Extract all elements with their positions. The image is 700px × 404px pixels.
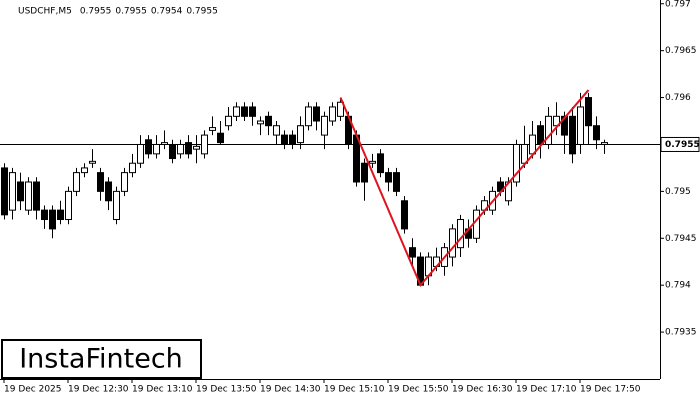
x-tick-label: 19 Dec 17:10: [516, 385, 577, 395]
header-value: 0.7955: [80, 7, 112, 17]
candle-body: [281, 134, 288, 145]
candle-body: [105, 181, 112, 202]
y-tick-label: 0.7945: [665, 234, 697, 244]
candle-body: [473, 209, 480, 239]
candle-body: [585, 97, 592, 127]
candle-body: [89, 160, 96, 164]
current-price-label: 0.7955: [665, 140, 700, 150]
candle-body: [249, 106, 256, 117]
candle-body: [57, 209, 64, 221]
candle-body: [401, 200, 408, 230]
candle-body: [41, 209, 48, 221]
y-tick-label: 0.794: [665, 281, 691, 291]
candle-body: [449, 228, 456, 258]
candle-body: [321, 115, 328, 136]
candle-body: [569, 115, 576, 155]
x-tick-label: 19 Dec 16:30: [452, 385, 513, 395]
candle-body: [601, 142, 608, 145]
current-price-box: [660, 136, 700, 152]
candle-body: [177, 143, 184, 155]
candle-body: [529, 134, 536, 155]
candle-body: [129, 162, 136, 174]
candle-body: [393, 172, 400, 192]
candle-body: [521, 143, 528, 164]
x-tick-label: 19 Dec 13:10: [132, 385, 193, 395]
logo: InstaFintech: [19, 344, 183, 375]
candle-body: [73, 172, 80, 192]
x-tick-label: 19 Dec 12:30: [68, 385, 129, 395]
symbol: USDCHF,M5: [18, 7, 72, 17]
candle-body: [193, 145, 200, 150]
candle-body: [273, 125, 280, 136]
candle-body: [121, 172, 128, 192]
candle-body: [241, 106, 248, 117]
x-tick-label: 19 Dec 13:50: [196, 385, 257, 395]
candle-body: [545, 115, 552, 145]
candle-body: [305, 106, 312, 127]
candle-body: [113, 190, 120, 221]
candle-body: [537, 125, 544, 145]
candle-body: [457, 219, 464, 249]
candle-body: [577, 106, 584, 145]
candle-body: [297, 125, 304, 144]
candle-body: [513, 143, 520, 183]
candle-body: [81, 167, 88, 174]
candle-body: [33, 181, 40, 211]
header-value: 0.7954: [151, 7, 183, 17]
candle-body: [361, 162, 368, 183]
candle-body: [593, 125, 600, 141]
candle-body: [153, 143, 160, 155]
candle-body: [9, 172, 16, 211]
candle-body: [225, 115, 232, 127]
y-tick-label: 0.7935: [665, 328, 697, 338]
candle-body: [97, 172, 104, 192]
candle-body: [561, 115, 568, 136]
candle-body: [377, 153, 384, 174]
candle-body: [329, 106, 336, 122]
candle-body: [265, 115, 272, 127]
candle-body: [233, 106, 240, 117]
candle-body: [185, 142, 192, 155]
candle-body: [17, 181, 24, 202]
pattern-line: [339, 89, 590, 288]
candle-body: [289, 134, 296, 145]
candle-body: [169, 143, 176, 160]
y-tick-label: 0.7965: [665, 46, 697, 56]
candle-body: [337, 101, 344, 117]
y-tick-label: 0.795: [665, 187, 691, 197]
candle-body: [369, 160, 376, 164]
logo-box: [1, 339, 202, 379]
candle-body: [1, 167, 8, 216]
x-tick-label: 19 Dec 2025: [4, 385, 62, 395]
candle-body: [145, 139, 152, 155]
candle-body: [313, 106, 320, 122]
y-tick-label: 0.797: [665, 0, 691, 9]
candle-body: [409, 247, 416, 258]
candle-body: [385, 172, 392, 183]
x-tick-label: 19 Dec 15:10: [324, 385, 385, 395]
x-tick-label: 19 Dec 17:50: [580, 385, 641, 395]
x-tick-label: 19 Dec 14:30: [260, 385, 321, 395]
y-tick-label: 0.796: [665, 93, 691, 103]
candle-body: [65, 190, 72, 221]
candle-body: [217, 132, 224, 144]
candle-body: [137, 143, 144, 164]
candle-body: [161, 142, 168, 145]
candle-body: [209, 127, 216, 131]
header-value: 0.7955: [186, 7, 218, 17]
candle-body: [257, 120, 264, 125]
candle-body: [201, 134, 208, 155]
header-value: 0.7955: [115, 7, 147, 17]
candle-body: [49, 209, 56, 230]
candle-body: [25, 181, 32, 211]
x-tick-label: 19 Dec 15:50: [388, 385, 449, 395]
